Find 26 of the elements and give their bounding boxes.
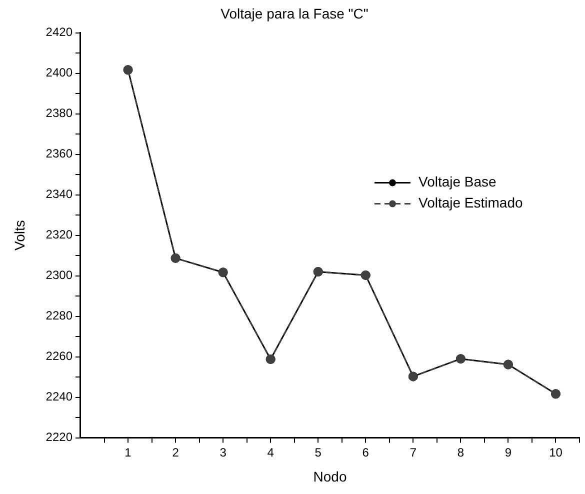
y-tick-label: 2240 [46, 390, 73, 404]
x-tick-label: 6 [362, 445, 370, 460]
x-tick-label: 10 [549, 445, 563, 460]
x-tick-label: 8 [457, 445, 464, 460]
chart-title: Voltaje para la Fase "C" [220, 5, 368, 22]
y-tick-label: 2280 [46, 308, 73, 323]
y-tick-label: 2360 [46, 146, 73, 161]
y-tick-label: 2320 [46, 228, 73, 242]
x-tick-label: 5 [314, 445, 322, 460]
y-tick-label: 2420 [46, 25, 73, 40]
y-tick-label: 2400 [46, 66, 73, 80]
x-tick-label: 4 [267, 445, 274, 460]
x-tick-label: 1 [124, 445, 132, 460]
y-tick-label: 2380 [46, 106, 73, 120]
x-tick-label: 9 [504, 445, 512, 460]
legend-label: Voltaje Base [418, 174, 497, 190]
x-tick-label: 7 [410, 445, 417, 460]
x-tick-label: 3 [220, 445, 227, 460]
y-tick-label: 2220 [46, 430, 73, 444]
y-tick-label: 2340 [46, 187, 73, 202]
x-tick-label: 2 [172, 445, 180, 460]
x-axis-title: Nodo [313, 468, 347, 484]
legend-label: Voltaje Estimado [418, 194, 523, 211]
y-axis-title: Volts [11, 220, 28, 250]
y-tick-label: 2260 [46, 349, 73, 364]
y-tick-label: 2300 [46, 268, 73, 282]
